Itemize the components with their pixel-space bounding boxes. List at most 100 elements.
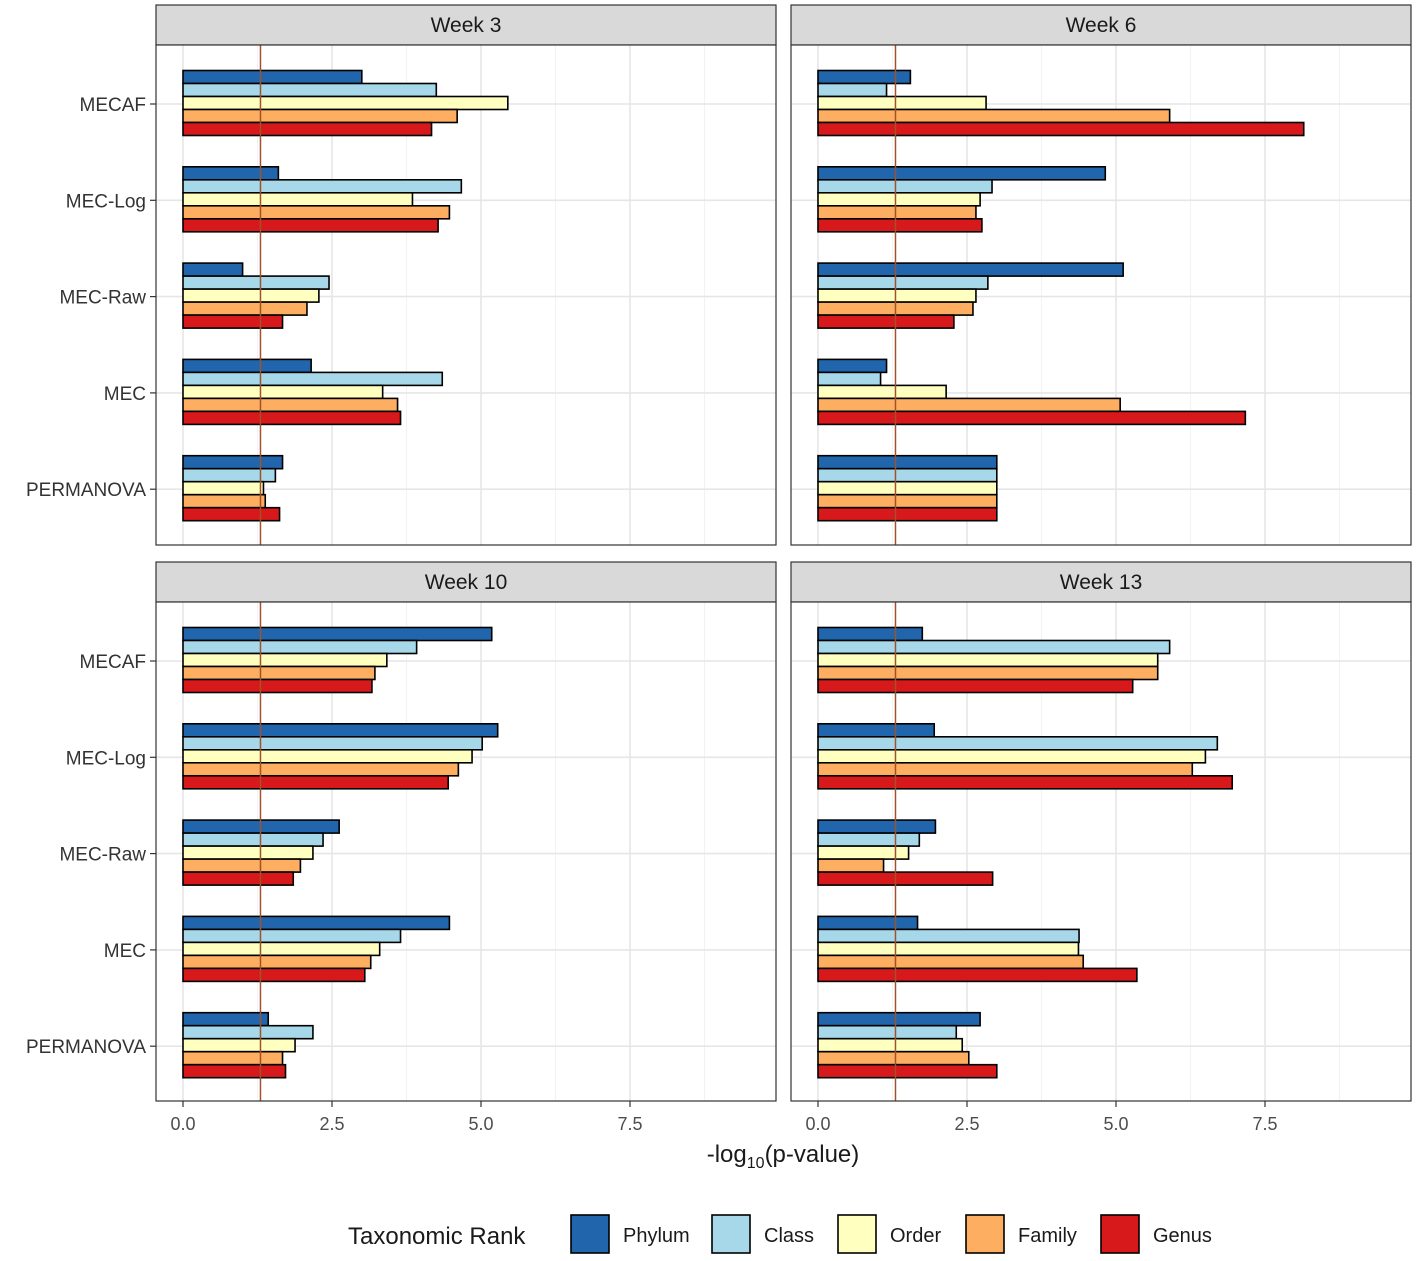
bar-mec-log-genus	[182, 774, 450, 790]
legend-key	[965, 1214, 1005, 1254]
bar-permanova-family	[182, 493, 267, 509]
legend-label: Genus	[1153, 1225, 1212, 1247]
bar-mec-log-class	[182, 735, 483, 751]
bar-mec-raw-class	[182, 275, 330, 290]
bar-mec-genus	[182, 967, 366, 983]
bar-mec-genus	[817, 967, 1138, 983]
bar-mecaf-family	[817, 665, 1159, 681]
legend-label: Phylum	[623, 1225, 690, 1247]
bar-mec-log-family	[817, 205, 977, 220]
legend-title: Taxonomic Rank	[348, 1223, 526, 1250]
bar-mec-class	[182, 928, 402, 944]
bar-mec-log-phylum	[817, 166, 1107, 181]
bar-mec-log-order	[182, 748, 473, 764]
bar-mec-log-genus	[182, 218, 439, 233]
panel-border	[790, 44, 1412, 546]
bar-mecaf-class	[182, 639, 418, 655]
panel-border	[155, 601, 777, 1102]
bar-mec-order	[817, 384, 947, 400]
legend-items: Phylum Class Order Family Genus	[570, 1214, 1212, 1254]
bar-mec-family	[817, 397, 1121, 413]
panel-strip	[790, 561, 1412, 603]
bar-mec-log-family	[182, 761, 460, 777]
y-tick-label: MEC-Raw	[59, 845, 146, 866]
bar-mec-raw-order	[182, 288, 320, 303]
bar-permanova-order	[182, 480, 265, 496]
legend-item-genus: Genus	[1100, 1214, 1212, 1254]
x-axis-title-subscript: 10	[747, 1155, 765, 1172]
bar-mec-log-class	[817, 735, 1219, 751]
bar-mec-phylum	[817, 358, 888, 374]
bar-mec-genus	[182, 410, 402, 426]
bar-mecaf-genus	[817, 678, 1134, 694]
panel-title: Week 6	[1066, 14, 1137, 37]
bar-mec-class	[817, 371, 882, 387]
panel-title: Week 13	[1060, 571, 1143, 594]
bar-mec-raw-phylum	[182, 262, 244, 277]
y-tick-label: MEC-Log	[66, 191, 146, 212]
bar-mecaf-class	[817, 82, 888, 98]
x-tick-label: 5.0	[468, 1114, 493, 1134]
panels-layer: Week 3 MECAF MEC-Log MEC-Raw MEC PERMANOVA Wee…	[26, 4, 1412, 1102]
bar-mec-order	[182, 941, 381, 957]
bar-mec-raw-phylum	[817, 262, 1124, 277]
panel-week-6: Week 6	[790, 4, 1412, 546]
bar-permanova-genus	[817, 506, 998, 522]
y-tick-label: MECAF	[80, 95, 147, 116]
legend-item-phylum: Phylum	[570, 1214, 690, 1254]
x-axis-title-rest: (p-value)	[765, 1141, 860, 1168]
bar-permanova-order	[817, 480, 998, 496]
bar-mec-raw-family	[182, 858, 302, 873]
legend-key	[837, 1214, 877, 1254]
bar-mecaf-class	[817, 639, 1171, 655]
y-tick-label: PERMANOVA	[26, 1037, 146, 1058]
bar-mec-log-phylum	[182, 166, 280, 181]
bar-mec-phylum	[182, 358, 312, 374]
bar-mecaf-genus	[182, 121, 433, 137]
bar-mec-raw-class	[817, 275, 989, 290]
x-tick-label: 0.0	[170, 1114, 195, 1134]
bar-mec-raw-family	[817, 858, 885, 873]
bar-permanova-family	[817, 1050, 970, 1066]
bar-mecaf-phylum	[182, 69, 363, 85]
bar-mec-family	[817, 954, 1085, 970]
bar-permanova-class	[817, 1024, 958, 1040]
bar-mec-raw-family	[182, 301, 308, 316]
bar-mec-class	[182, 371, 444, 387]
bar-mec-family	[182, 397, 399, 413]
panel-title: Week 10	[425, 571, 508, 594]
bar-mec-order	[817, 941, 1080, 957]
bar-permanova-class	[182, 1024, 314, 1040]
y-tick-label: MEC-Raw	[59, 288, 146, 309]
y-tick-label: MEC-Log	[66, 748, 146, 769]
bar-mecaf-phylum	[182, 626, 493, 642]
bar-mec-phylum	[182, 915, 451, 931]
bar-permanova-phylum	[817, 1011, 981, 1027]
y-tick-label: MEC	[104, 941, 146, 962]
panel-border	[155, 44, 777, 546]
y-tick-label: PERMANOVA	[26, 480, 146, 501]
bar-permanova-phylum	[182, 1011, 270, 1027]
bar-mec-raw-class	[817, 832, 921, 847]
bar-mecaf-order	[817, 95, 987, 111]
panel-strip	[155, 561, 777, 603]
x-axis-title: -log10(p-value)	[707, 1141, 860, 1172]
bar-permanova-family	[817, 493, 998, 509]
bar-mec-phylum	[817, 915, 919, 931]
bar-mecaf-family	[817, 108, 1171, 124]
panel-title: Week 3	[431, 14, 502, 37]
bar-mec-class	[817, 928, 1080, 944]
x-axis-title-main: -log	[707, 1141, 747, 1168]
bar-mec-log-family	[817, 761, 1194, 777]
x-tick-label: 5.0	[1103, 1114, 1128, 1134]
bar-permanova-family	[182, 1050, 284, 1066]
legend-label: Class	[764, 1225, 814, 1247]
bar-mec-family	[182, 954, 372, 970]
x-axis-layer: 0.0 2.5 5.0 7.5 0.0 2.5 5.0 7.5	[170, 1101, 1278, 1134]
bar-permanova-order	[817, 1037, 964, 1053]
bar-permanova-phylum	[817, 454, 998, 470]
legend-label: Order	[890, 1225, 941, 1247]
bar-permanova-class	[182, 467, 277, 483]
legend-item-order: Order	[837, 1214, 941, 1254]
